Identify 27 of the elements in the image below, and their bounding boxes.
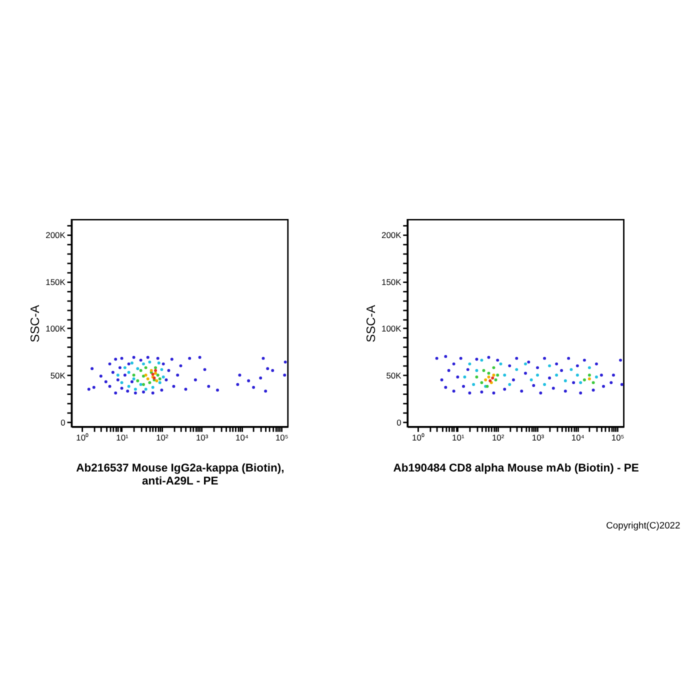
y-tick-label: 50K [50, 370, 66, 380]
x-tick-label: 10⁰ [412, 432, 424, 442]
text: Copyright(C)2022 [606, 519, 680, 530]
x-tick-label: 10¹ [116, 432, 129, 442]
x-tick-label: 10² [492, 432, 504, 442]
y-tick-label: 100K [382, 324, 402, 334]
x-tick-label: 10⁵ [275, 432, 288, 442]
y-tick-label: 0 [396, 417, 402, 428]
y-tick-label: 150K [382, 276, 402, 287]
y-tick-label: 100K [46, 324, 66, 334]
x-tick-label: 10³ [532, 432, 544, 442]
x-tick-label: 10¹ [452, 432, 464, 442]
y-tick-label: 200K [382, 230, 402, 240]
x-tick-label: 10⁴ [571, 432, 585, 442]
y-tick-label: 200K [46, 230, 66, 240]
x-tick-label: 10⁵ [611, 432, 624, 442]
x-tick-label: 10⁴ [235, 432, 249, 442]
x-axis-title: Ab216537 Mouse IgG2a-kappa (Biotin), anti-A29L - PE [76, 462, 284, 488]
y-tick-label: 150K [46, 276, 66, 287]
y-tick-label: 50K [386, 370, 402, 380]
y-tick-label: 0 [60, 417, 66, 428]
x-tick-label: 10³ [196, 432, 208, 442]
y-axis-title: SSC-A [364, 304, 378, 342]
y-axis-title: SSC-A [28, 304, 42, 342]
x-axis-title: Ab190484 CD8 alpha Mouse mAb (Biotin) - PE [393, 462, 640, 474]
x-tick-label: 10⁰ [76, 432, 89, 442]
x-tick-label: 10² [156, 432, 168, 442]
